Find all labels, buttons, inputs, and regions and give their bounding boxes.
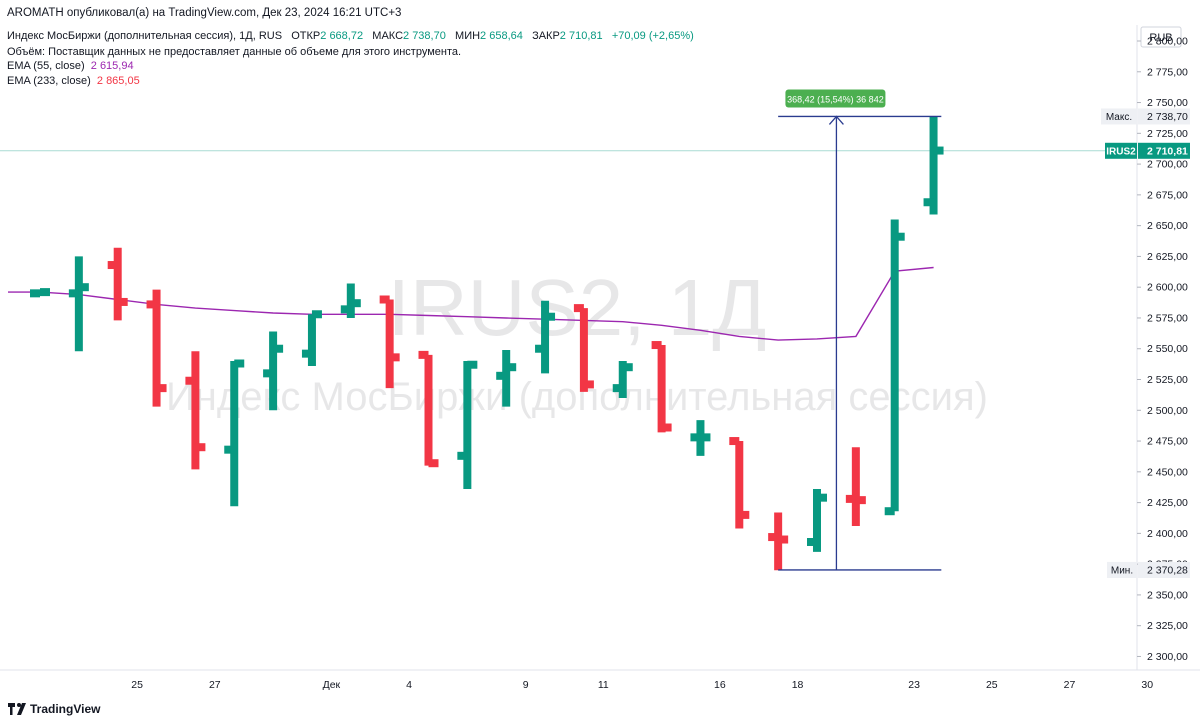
high-label: МАКС bbox=[372, 30, 404, 42]
ohlc-legend: Индекс МосБиржи (дополнительная сессия),… bbox=[7, 30, 694, 42]
last-price-symbol-tag bbox=[1105, 142, 1137, 159]
x-tick-label: 25 bbox=[986, 679, 998, 691]
last-price-value-box bbox=[1138, 142, 1190, 159]
tradingview-logo-icon bbox=[8, 703, 26, 715]
volume-note: Объём: Поставщик данных не предоставляет… bbox=[7, 46, 462, 58]
y-tick-label: 2 425,00 bbox=[1147, 497, 1188, 509]
x-tick-label: 25 bbox=[131, 679, 143, 691]
currency-label: RUB bbox=[1149, 32, 1172, 44]
y-tick-label: 2 300,00 bbox=[1147, 651, 1188, 663]
low-marker-value: 2 370,28 bbox=[1147, 564, 1188, 576]
low-marker-label: Мин. bbox=[1111, 565, 1133, 576]
low-label: МИН bbox=[455, 30, 481, 42]
x-tick-label: 23 bbox=[908, 679, 920, 691]
measure-label-box bbox=[785, 89, 886, 108]
y-tick-label: 2 400,00 bbox=[1147, 528, 1188, 540]
y-tick-label: 2 725,00 bbox=[1147, 128, 1188, 140]
ema233-legend[interactable]: EMA (233, close) 2 865,05 bbox=[7, 75, 140, 87]
y-tick-label: 2 475,00 bbox=[1147, 436, 1188, 448]
publisher-line: AROMATH опубликовал(а) на TradingView.co… bbox=[7, 7, 402, 19]
x-tick-label: 30 bbox=[1141, 679, 1153, 691]
y-tick-label: 2 700,00 bbox=[1147, 159, 1188, 171]
low-value: 2 658,64 bbox=[480, 30, 523, 42]
y-tick-label: 2 775,00 bbox=[1147, 66, 1188, 78]
low-marker-value-box bbox=[1138, 561, 1190, 578]
x-tick-label: 9 bbox=[523, 679, 529, 691]
ema233-label: EMA (233, close) bbox=[7, 75, 91, 87]
high-marker-label: Макс. bbox=[1106, 112, 1132, 123]
x-tick-label: Дек bbox=[323, 679, 341, 691]
close-value: 2 710,81 bbox=[559, 30, 603, 42]
x-tick-label: 11 bbox=[598, 679, 609, 691]
y-tick-label: 2 500,00 bbox=[1147, 405, 1188, 417]
high-value: 2 738,70 bbox=[403, 30, 446, 42]
y-tick-label: 2 750,00 bbox=[1147, 97, 1188, 109]
ema55-legend[interactable]: EMA (55, close) 2 615,94 bbox=[7, 60, 134, 72]
brand-name: TradingView bbox=[30, 702, 101, 716]
y-tick-label: 2 525,00 bbox=[1147, 374, 1188, 386]
x-tick-label: 4 bbox=[406, 679, 412, 691]
instrument-name: Индекс МосБиржи (дополнительная сессия),… bbox=[7, 30, 283, 42]
high-marker-value-box bbox=[1138, 108, 1190, 125]
y-tick-label: 2 450,00 bbox=[1147, 466, 1188, 478]
y-tick-label: 2 550,00 bbox=[1147, 343, 1188, 355]
x-tick-label: 18 bbox=[792, 679, 804, 691]
open-label: ОТКР bbox=[291, 30, 321, 42]
high-marker-value: 2 738,70 bbox=[1147, 111, 1188, 123]
y-tick-label: 2 325,00 bbox=[1147, 620, 1188, 632]
y-tick-label: 2 350,00 bbox=[1147, 589, 1188, 601]
footer-brand: TradingView bbox=[8, 702, 100, 716]
measure-label: 368,42 (15,54%) 36 842 bbox=[787, 94, 884, 104]
x-tick-label: 16 bbox=[714, 679, 726, 691]
change-value: +70,09 (+2,65%) bbox=[611, 30, 694, 42]
ema55-label: EMA (55, close) bbox=[7, 60, 85, 72]
watermark-name: Индекс МосБиржи (дополнительная сессия) bbox=[166, 375, 988, 419]
currency-box bbox=[1140, 26, 1182, 48]
x-tick-label: 27 bbox=[209, 679, 221, 691]
close-label: ЗАКР bbox=[532, 30, 560, 42]
y-tick-label: 2 600,00 bbox=[1147, 282, 1188, 294]
last-price-symbol: IRUS2 bbox=[1106, 146, 1136, 157]
y-tick-label: 2 675,00 bbox=[1147, 189, 1188, 201]
x-tick-label: 27 bbox=[1064, 679, 1076, 691]
measure-arrow-icon bbox=[828, 115, 844, 125]
ema233-value: 2 865,05 bbox=[96, 75, 140, 87]
y-tick-label: 2 625,00 bbox=[1147, 251, 1188, 263]
last-price-value: 2 710,81 bbox=[1147, 145, 1188, 157]
y-tick-label: 2 650,00 bbox=[1147, 220, 1188, 232]
open-value: 2 668,72 bbox=[320, 30, 364, 42]
ema55-value: 2 615,94 bbox=[90, 60, 134, 72]
y-tick-label: 2 575,00 bbox=[1147, 312, 1188, 324]
low-marker-tag bbox=[1107, 561, 1137, 578]
y-tick-label: 2 800,00 bbox=[1147, 36, 1188, 48]
high-marker-tag bbox=[1101, 108, 1137, 125]
